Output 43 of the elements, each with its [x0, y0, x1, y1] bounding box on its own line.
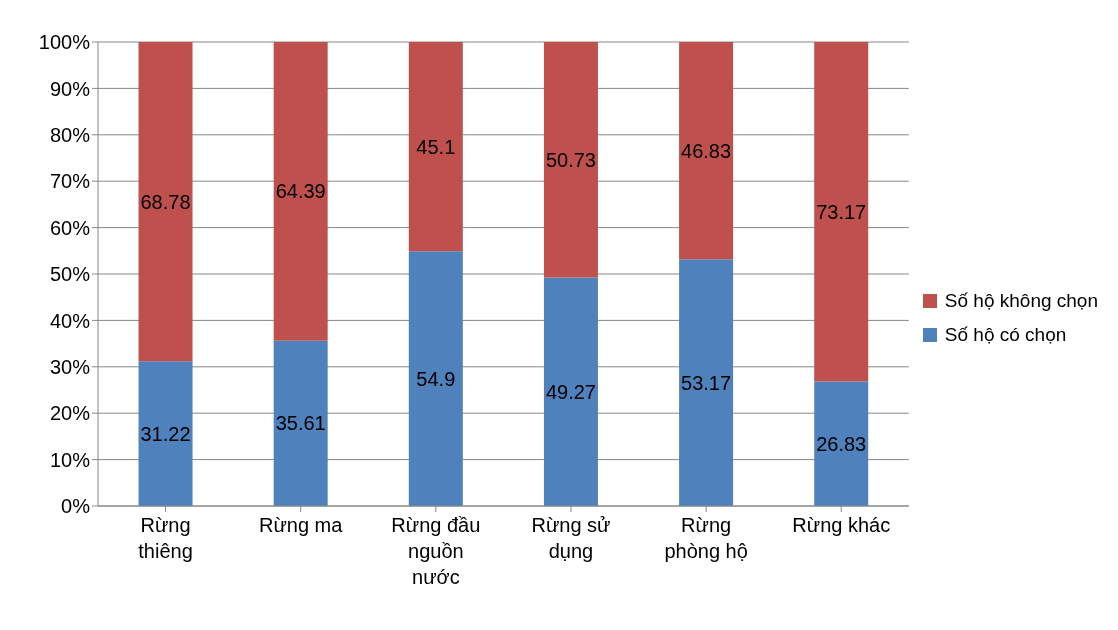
data-label: 31.22	[140, 422, 191, 445]
y-tick-label: 10%	[49, 448, 91, 471]
x-tick-label: Rừng đầu nguồn nước	[391, 514, 481, 588]
data-label: 46.83	[681, 139, 732, 162]
x-tick-label: Rừng thiêng	[138, 514, 193, 562]
legend-label: Số hộ có chọn	[944, 324, 1067, 346]
data-label: 54.9	[416, 367, 456, 390]
bar	[679, 42, 734, 260]
data-label: 35.61	[275, 412, 326, 435]
x-tick-label: Rừng khác	[792, 514, 891, 536]
y-tick-label: 80%	[49, 123, 91, 146]
bar	[408, 251, 463, 506]
bar	[679, 259, 734, 506]
data-label: 26.83	[816, 432, 867, 455]
x-tick-label: Rừng phòng hộ	[664, 514, 748, 562]
y-tick-label: 40%	[49, 309, 91, 332]
data-label: 45.1	[416, 135, 456, 158]
data-label: 49.27	[545, 380, 596, 403]
y-tick-label: 100%	[38, 31, 91, 54]
y-tick-label: 60%	[49, 216, 91, 239]
bar	[273, 340, 328, 506]
y-tick-label: 50%	[49, 263, 91, 286]
bar	[408, 42, 463, 252]
y-tick-label: 20%	[49, 402, 91, 425]
y-tick-label: 0%	[61, 495, 91, 518]
bar	[138, 361, 193, 506]
data-label: 68.78	[140, 190, 191, 213]
bar	[543, 42, 598, 278]
x-tick-label: Rừng sử dụng	[531, 514, 611, 562]
bar	[543, 277, 598, 506]
bar	[814, 381, 869, 506]
x-tick-label: Rừng ma	[258, 514, 344, 536]
bar	[138, 42, 193, 362]
y-tick-label: 90%	[49, 77, 91, 100]
data-label: 64.39	[275, 180, 326, 203]
data-label: 50.73	[545, 148, 596, 171]
bar	[814, 42, 869, 382]
bar	[273, 42, 328, 341]
data-label: 73.17	[816, 200, 867, 223]
y-tick-label: 30%	[49, 355, 91, 378]
legend-label: Số hộ không chọn	[944, 290, 1098, 312]
data-label: 53.17	[681, 371, 732, 394]
y-tick-label: 70%	[49, 170, 91, 193]
